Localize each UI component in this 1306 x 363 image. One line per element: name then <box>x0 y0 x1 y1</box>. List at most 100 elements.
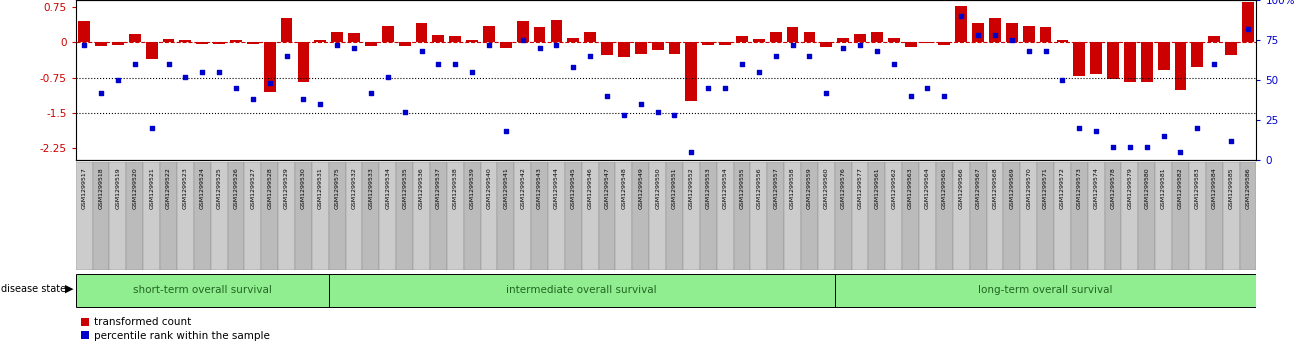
Text: GSM1299561: GSM1299561 <box>875 167 879 209</box>
Bar <box>1141 42 1153 82</box>
Text: intermediate overall survival: intermediate overall survival <box>507 285 657 295</box>
Text: GSM1299551: GSM1299551 <box>673 167 677 209</box>
Text: GSM1299557: GSM1299557 <box>773 167 778 209</box>
Bar <box>835 162 852 270</box>
Bar <box>449 36 461 42</box>
Bar <box>686 42 697 101</box>
Point <box>648 109 669 115</box>
Bar <box>1139 162 1156 270</box>
Bar <box>754 38 765 42</box>
Bar <box>379 162 396 270</box>
Point <box>478 42 499 48</box>
Bar <box>854 34 866 42</box>
Point <box>377 74 398 79</box>
Point <box>1204 61 1225 67</box>
Bar <box>1074 42 1085 76</box>
Bar <box>1071 162 1088 270</box>
Text: GSM1299572: GSM1299572 <box>1060 167 1064 209</box>
Text: GSM1299581: GSM1299581 <box>1161 167 1166 209</box>
Bar <box>902 162 919 270</box>
Text: GSM1299518: GSM1299518 <box>98 167 103 209</box>
Point <box>461 69 482 75</box>
Text: GSM1299570: GSM1299570 <box>1027 167 1032 209</box>
Bar <box>146 42 158 59</box>
Bar <box>835 274 1256 307</box>
Text: GSM1299543: GSM1299543 <box>537 167 542 209</box>
Bar <box>989 18 1000 42</box>
Text: GSM1299537: GSM1299537 <box>436 167 441 209</box>
Text: GSM1299522: GSM1299522 <box>166 167 171 209</box>
Point <box>1170 149 1191 155</box>
Text: GSM1299564: GSM1299564 <box>925 167 930 209</box>
Bar <box>227 162 244 270</box>
Text: GSM1299528: GSM1299528 <box>268 167 272 209</box>
Bar <box>551 20 563 42</box>
Bar <box>885 162 902 270</box>
Point <box>985 32 1006 38</box>
Bar <box>1171 162 1188 270</box>
Bar <box>261 162 278 270</box>
Bar <box>95 42 107 46</box>
Point <box>1221 138 1242 143</box>
Point <box>614 112 635 118</box>
Bar <box>905 42 917 47</box>
Text: GSM1299539: GSM1299539 <box>470 167 474 209</box>
Text: GSM1299544: GSM1299544 <box>554 167 559 209</box>
Point <box>866 48 887 54</box>
Bar <box>1122 162 1139 270</box>
Bar <box>669 42 680 54</box>
Bar <box>1239 162 1256 270</box>
Point <box>1002 37 1023 43</box>
Text: GSM1299535: GSM1299535 <box>402 167 407 209</box>
Bar <box>161 162 176 270</box>
Point <box>900 93 921 99</box>
Bar <box>801 162 818 270</box>
Bar <box>1174 42 1186 90</box>
Text: GSM1299527: GSM1299527 <box>251 167 256 209</box>
Text: GSM1299583: GSM1299583 <box>1195 167 1200 209</box>
Bar <box>179 40 191 42</box>
Bar <box>818 162 835 270</box>
Bar <box>888 38 900 42</box>
Bar <box>415 23 427 42</box>
Bar <box>430 162 447 270</box>
Bar <box>129 34 141 42</box>
Text: GSM1299578: GSM1299578 <box>1110 167 1115 209</box>
Text: long-term overall survival: long-term overall survival <box>978 285 1113 295</box>
Text: short-term overall survival: short-term overall survival <box>133 285 272 295</box>
Text: GSM1299559: GSM1299559 <box>807 167 812 209</box>
Bar <box>581 162 598 270</box>
Point <box>226 85 247 91</box>
Text: GSM1299552: GSM1299552 <box>688 167 693 209</box>
Bar <box>939 42 951 45</box>
Bar <box>1057 40 1068 42</box>
Point <box>343 45 364 51</box>
Bar <box>329 274 835 307</box>
Text: ▶: ▶ <box>65 284 74 294</box>
Text: GSM1299549: GSM1299549 <box>639 167 644 209</box>
Bar <box>281 18 293 42</box>
Bar <box>837 38 849 42</box>
Bar <box>1124 42 1136 82</box>
Bar <box>532 162 549 270</box>
Text: GSM1299547: GSM1299547 <box>605 167 610 209</box>
Point <box>260 80 281 86</box>
Bar <box>649 162 666 270</box>
Text: GSM1299524: GSM1299524 <box>200 167 205 209</box>
Point <box>73 42 94 48</box>
Point <box>495 128 516 134</box>
Text: GSM1299585: GSM1299585 <box>1229 167 1234 209</box>
Text: GSM1299584: GSM1299584 <box>1212 167 1217 209</box>
Bar <box>567 38 579 42</box>
Bar <box>76 274 329 307</box>
Point <box>1068 125 1089 131</box>
Point <box>158 61 179 67</box>
Bar <box>481 162 498 270</box>
Bar <box>230 40 242 42</box>
Bar <box>464 162 481 270</box>
Text: GSM1299576: GSM1299576 <box>841 167 846 209</box>
Bar <box>247 42 259 44</box>
Bar <box>703 42 714 45</box>
Bar <box>1006 24 1017 42</box>
Text: GSM1299538: GSM1299538 <box>453 167 457 209</box>
